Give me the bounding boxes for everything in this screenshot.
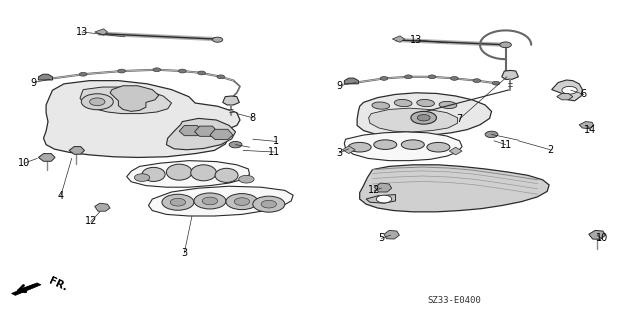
Text: 3: 3 bbox=[181, 248, 188, 258]
Circle shape bbox=[162, 194, 194, 210]
Text: 10: 10 bbox=[595, 233, 608, 244]
Text: 5: 5 bbox=[378, 233, 385, 244]
Circle shape bbox=[202, 197, 218, 205]
Ellipse shape bbox=[374, 140, 397, 149]
Ellipse shape bbox=[417, 100, 435, 107]
Text: FR.: FR. bbox=[47, 276, 68, 293]
Polygon shape bbox=[179, 125, 202, 136]
Text: 2: 2 bbox=[547, 145, 554, 155]
Polygon shape bbox=[342, 146, 355, 154]
Ellipse shape bbox=[166, 164, 192, 180]
Polygon shape bbox=[148, 186, 293, 216]
Text: 13: 13 bbox=[410, 35, 422, 45]
Polygon shape bbox=[502, 70, 518, 79]
Circle shape bbox=[90, 98, 105, 106]
Circle shape bbox=[411, 111, 436, 124]
Circle shape bbox=[118, 69, 125, 73]
Text: 10: 10 bbox=[18, 158, 31, 168]
Circle shape bbox=[428, 75, 436, 79]
Polygon shape bbox=[344, 78, 358, 84]
Ellipse shape bbox=[142, 167, 165, 181]
Ellipse shape bbox=[372, 102, 390, 109]
Circle shape bbox=[229, 141, 242, 148]
Polygon shape bbox=[69, 147, 84, 154]
Text: 1: 1 bbox=[273, 136, 280, 147]
Text: 11: 11 bbox=[499, 140, 512, 150]
Polygon shape bbox=[38, 74, 52, 80]
Circle shape bbox=[376, 195, 392, 203]
Circle shape bbox=[253, 196, 285, 212]
Polygon shape bbox=[579, 122, 594, 129]
Ellipse shape bbox=[401, 140, 424, 149]
Polygon shape bbox=[38, 154, 55, 161]
Text: SZ33-E0400: SZ33-E0400 bbox=[428, 296, 481, 305]
Ellipse shape bbox=[439, 101, 457, 108]
Polygon shape bbox=[589, 230, 605, 239]
Polygon shape bbox=[449, 147, 462, 155]
Polygon shape bbox=[95, 29, 108, 35]
Polygon shape bbox=[12, 283, 41, 295]
Circle shape bbox=[485, 131, 498, 138]
Polygon shape bbox=[95, 203, 110, 211]
Circle shape bbox=[170, 198, 186, 206]
Text: 6: 6 bbox=[580, 89, 587, 100]
Text: 7: 7 bbox=[456, 114, 463, 124]
Circle shape bbox=[226, 194, 258, 210]
Text: 14: 14 bbox=[584, 124, 596, 135]
Circle shape bbox=[212, 37, 223, 42]
Circle shape bbox=[492, 81, 500, 85]
Polygon shape bbox=[127, 161, 250, 187]
Ellipse shape bbox=[215, 168, 238, 182]
Circle shape bbox=[562, 86, 577, 94]
Circle shape bbox=[134, 174, 150, 181]
Circle shape bbox=[81, 94, 113, 110]
Circle shape bbox=[500, 42, 511, 48]
Polygon shape bbox=[384, 230, 399, 239]
Circle shape bbox=[239, 175, 254, 183]
Polygon shape bbox=[369, 108, 458, 132]
Circle shape bbox=[404, 75, 412, 79]
Polygon shape bbox=[210, 129, 233, 140]
Text: 9: 9 bbox=[336, 81, 342, 91]
Polygon shape bbox=[357, 93, 492, 136]
Polygon shape bbox=[366, 195, 396, 203]
Circle shape bbox=[234, 198, 250, 205]
Polygon shape bbox=[110, 86, 159, 111]
Circle shape bbox=[153, 68, 161, 72]
Circle shape bbox=[451, 76, 458, 80]
Text: 12: 12 bbox=[368, 185, 381, 196]
Polygon shape bbox=[80, 87, 172, 114]
Circle shape bbox=[194, 193, 226, 209]
Circle shape bbox=[417, 115, 430, 121]
Text: 4: 4 bbox=[58, 191, 64, 201]
Text: 11: 11 bbox=[268, 147, 280, 157]
Circle shape bbox=[79, 72, 87, 76]
Polygon shape bbox=[360, 165, 549, 212]
Polygon shape bbox=[344, 132, 462, 161]
Polygon shape bbox=[223, 96, 239, 105]
Circle shape bbox=[217, 75, 225, 79]
Circle shape bbox=[473, 79, 481, 83]
Ellipse shape bbox=[427, 142, 450, 152]
Polygon shape bbox=[195, 126, 218, 136]
Circle shape bbox=[261, 200, 276, 208]
Circle shape bbox=[179, 69, 186, 73]
Polygon shape bbox=[374, 183, 392, 192]
Text: 9: 9 bbox=[30, 77, 36, 88]
Polygon shape bbox=[166, 118, 236, 150]
Polygon shape bbox=[557, 93, 573, 100]
Polygon shape bbox=[44, 81, 240, 157]
Circle shape bbox=[380, 76, 388, 80]
Circle shape bbox=[198, 71, 205, 75]
Polygon shape bbox=[552, 80, 582, 101]
Polygon shape bbox=[392, 36, 404, 42]
Text: 3: 3 bbox=[336, 148, 342, 158]
Ellipse shape bbox=[191, 165, 216, 181]
Text: 13: 13 bbox=[76, 27, 88, 37]
Text: 8: 8 bbox=[250, 113, 256, 123]
Ellipse shape bbox=[348, 142, 371, 152]
Text: 12: 12 bbox=[84, 216, 97, 227]
Ellipse shape bbox=[394, 100, 412, 107]
